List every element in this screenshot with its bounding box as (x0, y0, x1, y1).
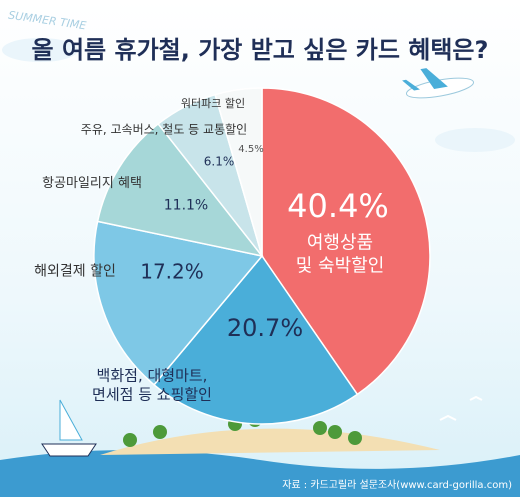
chart-title: 올 여름 휴가철, 가장 받고 싶은 카드 혜택은? (31, 36, 489, 64)
value-label: 6.1% (203, 154, 235, 169)
category-label: 워터파크 할인 (180, 97, 246, 111)
category-label: 항공마일리지 혜택 (42, 175, 142, 191)
category-label: 백화점, 대형마트, 면세점 등 쇼핑할인 (92, 366, 212, 403)
pie-slice (214, 87, 263, 257)
pie-slice (261, 87, 431, 396)
pie-slice (93, 220, 264, 386)
category-label: 해외결제 할인 (34, 263, 116, 280)
pie-slice (153, 254, 359, 425)
value-label: 40.4% (287, 187, 389, 225)
value-label: 17.2% (140, 259, 204, 284)
category-label: 주유, 고속버스, 철도 등 교통할인 (80, 122, 248, 137)
pie-slice (96, 122, 264, 258)
value-label: 20.7% (226, 314, 304, 342)
decoration (0, 38, 520, 497)
value-label: 11.1% (163, 197, 209, 214)
category-label: 여행상품 및 숙박할인 (295, 232, 385, 277)
source: 자료 : 카드고릴라 설문조사(www.card-gorilla.com) (282, 480, 512, 491)
value-label: 4.5% (238, 143, 264, 155)
